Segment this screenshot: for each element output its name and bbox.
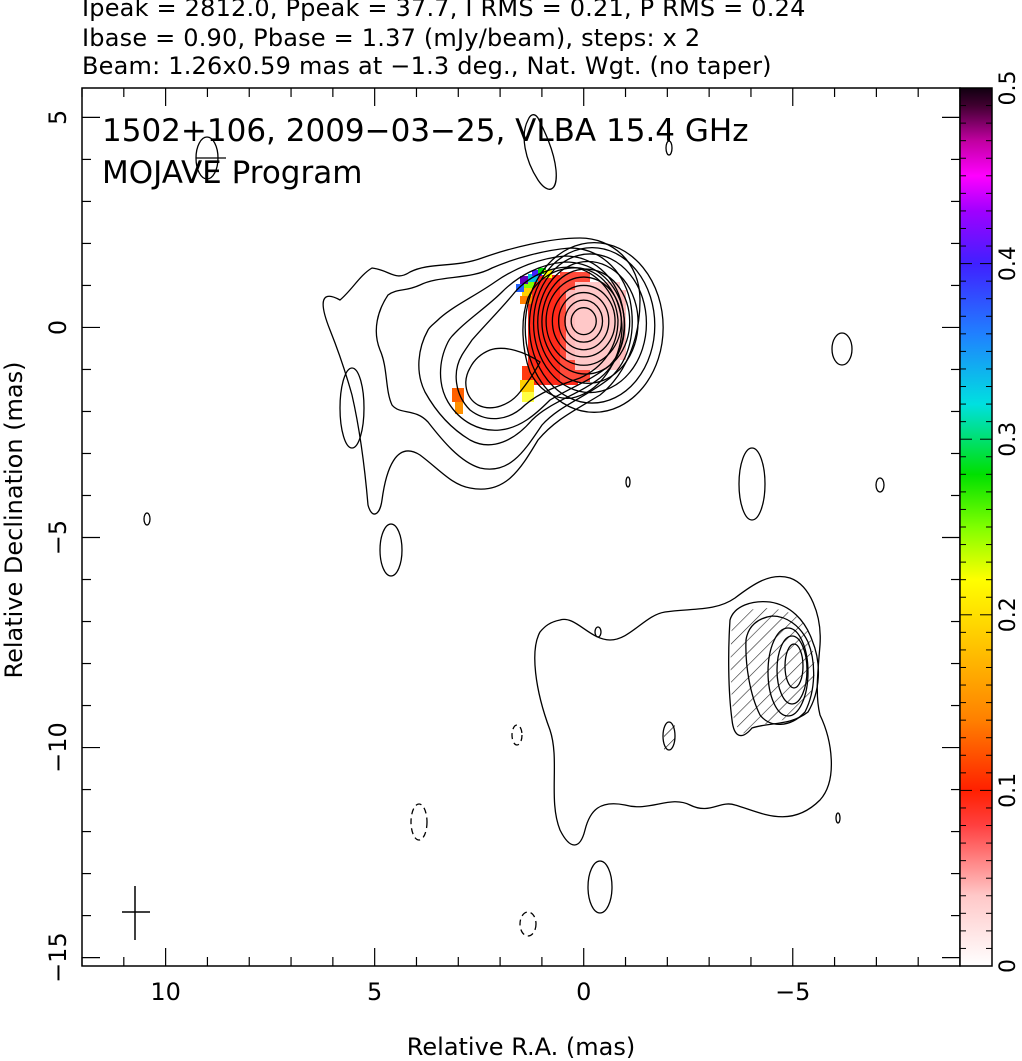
y-tick-labels: 5 0 −5 −10 −15 xyxy=(44,110,72,983)
core-contour xyxy=(532,253,648,394)
core-contours xyxy=(524,241,664,413)
y-tick-label: −10 xyxy=(44,722,72,773)
core-contour xyxy=(557,291,610,351)
core-contour xyxy=(528,246,656,404)
header-line-1: Ipeak = 2812.0, Ppeak = 37.7, I RMS = 0.… xyxy=(82,0,806,22)
cross-marker xyxy=(122,886,150,940)
beam-ellipse xyxy=(195,136,226,180)
negative-contours xyxy=(410,724,537,937)
colorbar-tick-labels: 0 0.1 0.2 0.3 0.4 0.5 xyxy=(996,71,1021,974)
y-tick-label: −15 xyxy=(44,932,72,983)
colorbar-tick-label: 0.5 xyxy=(996,71,1021,106)
y-tick-label: 5 xyxy=(44,110,72,125)
colorbar-tick-label: 0.4 xyxy=(996,246,1021,281)
source-label: 1502+106, 2009−03−25, VLBA 15.4 GHz xyxy=(102,113,748,149)
program-label: MOJAVE Program xyxy=(102,155,362,191)
colorbar-tick-label: 0 xyxy=(996,959,1021,973)
x-tick-labels: 10 5 0 −5 xyxy=(150,978,810,1006)
x-axis-title: Relative R.A. (mas) xyxy=(407,1033,635,1061)
core-contour xyxy=(524,241,664,413)
x-tick-label: −5 xyxy=(775,978,810,1006)
header-line-2: Ibase = 0.90, Pbase = 1.37 (mJy/beam), s… xyxy=(82,24,701,52)
x-tick-label: 10 xyxy=(150,978,181,1006)
x-tick-label: 0 xyxy=(576,978,591,1006)
colorbar-tick-label: 0.1 xyxy=(996,773,1021,808)
jet-contours xyxy=(143,114,885,914)
colorbar-ticks xyxy=(960,87,992,967)
x-tick-label: 5 xyxy=(367,978,382,1006)
map-content xyxy=(122,114,885,940)
core-contour xyxy=(551,284,616,358)
y-axis-title: Relative Declination (mas) xyxy=(0,361,28,678)
plot-frame xyxy=(81,87,961,967)
y-tick-label: 0 xyxy=(44,320,72,335)
hatched-region xyxy=(664,608,815,750)
header-line-3: Beam: 1.26x0.59 mas at −1.3 deg., Nat. W… xyxy=(82,52,772,80)
axis-ticks xyxy=(81,88,961,966)
core-contour xyxy=(564,299,604,343)
colorbar-tick-label: 0.2 xyxy=(996,597,1021,632)
y-tick-label: −5 xyxy=(44,520,72,555)
colorbar-tick-label: 0.3 xyxy=(996,422,1021,457)
core-contour xyxy=(570,307,597,336)
